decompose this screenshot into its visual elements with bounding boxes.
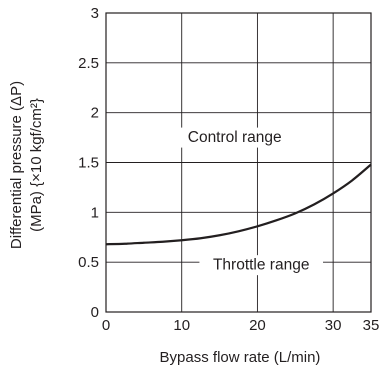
y-tick-label: 0 bbox=[91, 304, 99, 321]
y-tick-label: 0.5 bbox=[78, 254, 99, 271]
x-tick-label: 35 bbox=[363, 317, 380, 334]
y-tick-labels: 0 0.5 1 1.5 2 2.5 3 bbox=[78, 5, 99, 321]
y-axis-label-line2: (MPa) {×10 kgf/cm²} bbox=[28, 98, 45, 232]
annotation-background bbox=[199, 255, 324, 276]
grid bbox=[106, 13, 371, 312]
y-tick-label: 3 bbox=[91, 5, 99, 22]
control-range-label: Control range bbox=[188, 129, 282, 146]
x-tick-label: 20 bbox=[249, 317, 266, 334]
y-tick-label: 1.5 bbox=[78, 155, 99, 172]
y-axis-label-line1: Differential pressure (ΔP) bbox=[8, 81, 25, 249]
plot-border bbox=[105, 12, 372, 313]
y-tick-label: 1 bbox=[91, 204, 99, 221]
throttle-range-label: Throttle range bbox=[213, 257, 310, 274]
x-tick-label: 0 bbox=[102, 317, 110, 334]
pressure-curve bbox=[105, 163, 372, 246]
y-tick-label: 2.5 bbox=[78, 55, 99, 72]
annotations: Control range Throttle range bbox=[177, 127, 324, 276]
annotation-background bbox=[177, 127, 293, 148]
y-tick-label: 2 bbox=[91, 105, 99, 122]
x-tick-label: 10 bbox=[173, 317, 190, 334]
x-tick-labels: 0 10 20 30 35 bbox=[102, 317, 380, 334]
x-axis-label: Bypass flow rate (L/min) bbox=[160, 349, 321, 366]
series bbox=[105, 163, 372, 246]
plot-frame bbox=[105, 12, 372, 313]
x-tick-label: 30 bbox=[325, 317, 342, 334]
